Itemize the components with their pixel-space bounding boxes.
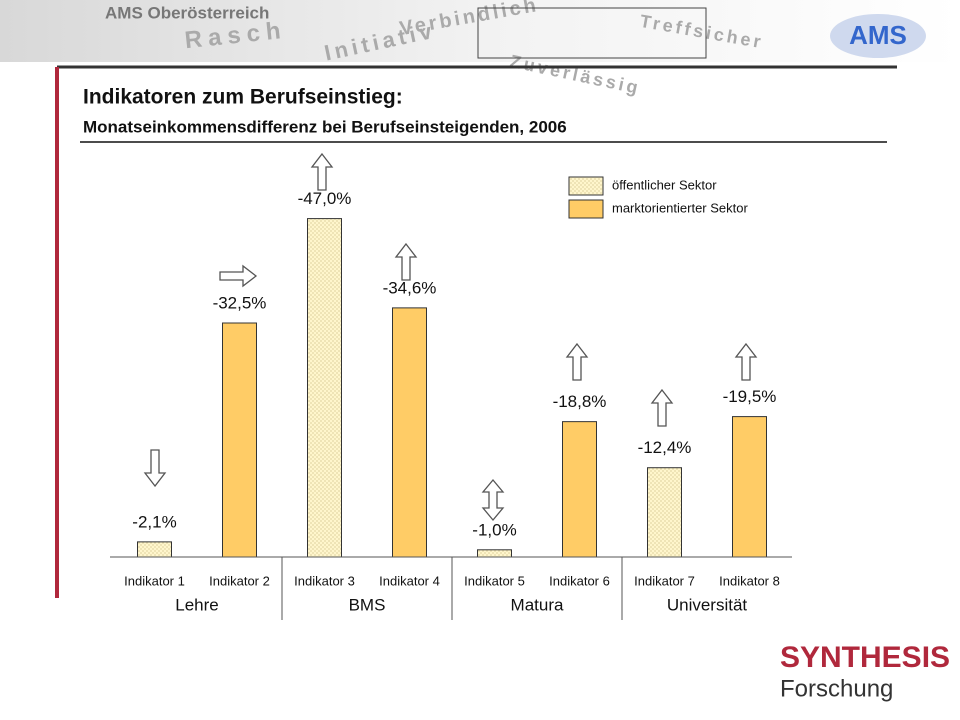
x-tick-label: Indikator 8 (719, 573, 780, 588)
group-label: BMS (349, 595, 386, 614)
arrow-up (394, 242, 418, 281)
header-band (0, 0, 960, 62)
group-label: Lehre (175, 595, 218, 614)
value-label: -32,5% (213, 293, 267, 312)
org-name: AMS Oberösterreich (105, 3, 269, 22)
bar (222, 322, 257, 558)
bar (307, 218, 342, 558)
x-tick-label: Indikator 3 (294, 573, 355, 588)
value-label: -12,4% (638, 438, 692, 457)
chart-subtitle: Monatseinkommensdifferenz bei Berufseins… (83, 117, 567, 136)
bar (647, 467, 682, 558)
legend-swatch (568, 176, 604, 196)
value-label: -19,5% (723, 387, 777, 406)
value-label: -2,1% (132, 512, 176, 531)
x-tick-label: Indikator 2 (209, 573, 270, 588)
group-label: Universität (667, 595, 748, 614)
footer-sub: Forschung (780, 675, 893, 702)
bar (477, 549, 512, 558)
chart-title: Indikatoren zum Berufseinstieg: (83, 86, 403, 109)
value-label: -47,0% (298, 189, 352, 208)
bar (392, 307, 427, 558)
legend-label: öffentlicher Sektor (612, 177, 717, 192)
logo: AMS (849, 20, 907, 50)
value-label: -18,8% (553, 392, 607, 411)
x-tick-label: Indikator 7 (634, 573, 695, 588)
x-tick-label: Indikator 6 (549, 573, 610, 588)
value-label: -1,0% (472, 520, 516, 539)
value-label: -34,6% (383, 278, 437, 297)
logo-bg (830, 14, 926, 58)
photo-frame (477, 7, 707, 59)
arrow-up (650, 388, 674, 427)
x-tick-label: Indikator 5 (464, 573, 525, 588)
arrow-up (734, 342, 758, 381)
arrow-down (143, 449, 167, 488)
arrow-up (310, 152, 334, 191)
x-tick-label: Indikator 4 (379, 573, 440, 588)
legend-label: marktorientierter Sektor (612, 200, 748, 215)
group-label: Matura (511, 595, 564, 614)
bar (137, 541, 172, 558)
footer-brand: SYNTHESIS (780, 641, 950, 674)
arrow-both (481, 478, 505, 522)
legend-swatch (568, 199, 604, 219)
arrow-up (565, 342, 589, 381)
trend-arrows (143, 152, 758, 522)
x-tick-label: Indikator 1 (124, 573, 185, 588)
bar (732, 416, 767, 558)
bar (562, 421, 597, 558)
arrow-right (219, 264, 258, 288)
